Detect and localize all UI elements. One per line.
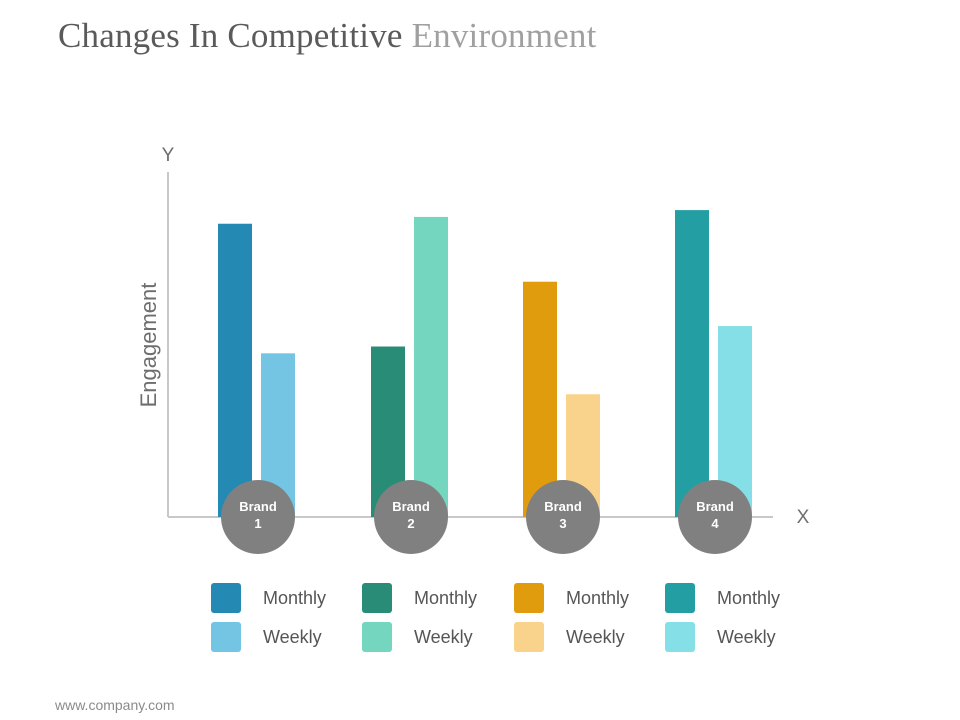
bar-brand-3-monthly xyxy=(523,281,557,517)
y-axis-letter: Y xyxy=(162,145,175,166)
legend-label-weekly-3: Weekly xyxy=(566,627,625,647)
x-axis-letter: X xyxy=(797,507,810,528)
brand-label-4-number: 4 xyxy=(711,516,719,531)
legend-swatch-weekly-1 xyxy=(211,622,241,652)
brand-label-1-number: 1 xyxy=(254,516,261,531)
brand-label-3-name: Brand xyxy=(544,499,582,514)
y-axis-title: Engagement xyxy=(136,283,161,408)
brand-badges-group: Brand 1 Brand 2 Brand 3 Brand 4 xyxy=(221,480,752,554)
legend-swatch-weekly-4 xyxy=(665,622,695,652)
brand-label-1-name: Brand xyxy=(239,499,277,514)
page-title: Changes In Competitive Environment xyxy=(58,16,597,56)
footer-url: www.company.com xyxy=(55,697,175,713)
bars-group xyxy=(218,210,752,518)
legend: Monthly Monthly Monthly Monthly Weekly Weekly… xyxy=(211,583,780,652)
brand-label-2-number: 2 xyxy=(407,516,414,531)
bar-brand-4-monthly xyxy=(675,210,709,517)
brand-label-3-number: 3 xyxy=(559,516,566,531)
title-accent: Environment xyxy=(411,16,597,55)
legend-label-weekly-4: Weekly xyxy=(717,627,776,647)
legend-swatch-monthly-2 xyxy=(362,583,392,613)
brand-label-4-name: Brand xyxy=(696,499,734,514)
legend-swatch-monthly-1 xyxy=(211,583,241,613)
legend-label-monthly-1: Monthly xyxy=(263,588,326,608)
brand-label-2-name: Brand xyxy=(392,499,430,514)
bar-brand-1-monthly xyxy=(218,223,252,518)
legend-label-weekly-1: Weekly xyxy=(263,627,322,647)
legend-label-monthly-2: Monthly xyxy=(414,588,477,608)
legend-label-monthly-3: Monthly xyxy=(566,588,629,608)
legend-swatch-weekly-2 xyxy=(362,622,392,652)
brand-badge-4 xyxy=(678,480,752,554)
brand-badge-3 xyxy=(526,480,600,554)
title-main: Changes In Competitive xyxy=(58,16,403,55)
brand-badge-1 xyxy=(221,480,295,554)
legend-swatch-monthly-3 xyxy=(514,583,544,613)
legend-label-monthly-4: Monthly xyxy=(717,588,780,608)
bar-brand-2-weekly xyxy=(414,216,448,518)
legend-label-weekly-2: Weekly xyxy=(414,627,473,647)
legend-swatch-weekly-3 xyxy=(514,622,544,652)
legend-swatch-monthly-4 xyxy=(665,583,695,613)
brand-badge-2 xyxy=(374,480,448,554)
